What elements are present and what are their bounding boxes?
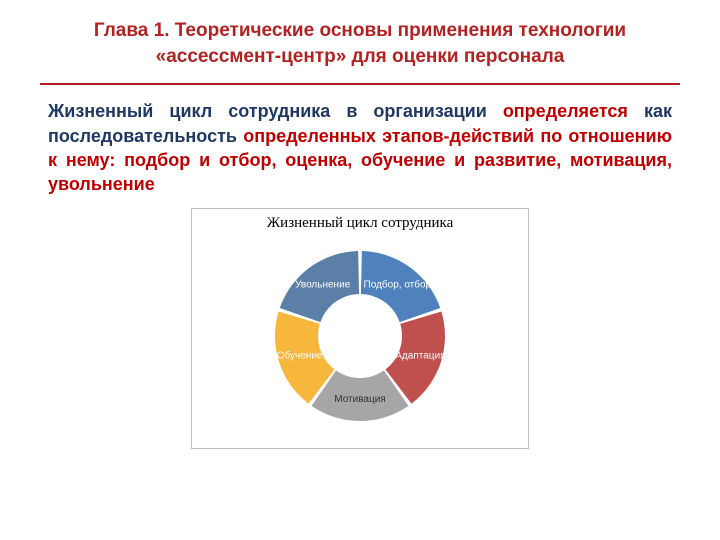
donut-segment-label: Увольнение — [295, 280, 351, 291]
body-text: Жизненный цикл сотрудника в организации … — [48, 99, 672, 196]
body-text-main-1: Жизненный цикл сотрудника в организации — [48, 101, 487, 121]
chart-wrap: Жизненный цикл сотрудника Подбор, отбор А… — [0, 208, 720, 449]
donut-segment-label: Адаптация — [395, 351, 445, 362]
donut-segment-label: Подбор, отбор — [364, 279, 432, 291]
body-text-emph-1: определяется — [487, 101, 644, 121]
page-header: Глава 1. Теоретические основы применения… — [0, 0, 720, 77]
body-block: Жизненный цикл сотрудника в организации … — [0, 85, 720, 196]
donut-segment-label: Мотивация — [334, 395, 385, 406]
page-title: Глава 1. Теоретические основы применения… — [40, 18, 680, 69]
chart-box: Жизненный цикл сотрудника Подбор, отбор А… — [191, 208, 529, 449]
donut-chart: Подбор, отбор Адаптация Мотивация Обучение У… — [210, 236, 510, 436]
chart-title: Жизненный цикл сотрудника — [210, 215, 510, 232]
donut-segment-label: Обучение — [277, 350, 323, 362]
